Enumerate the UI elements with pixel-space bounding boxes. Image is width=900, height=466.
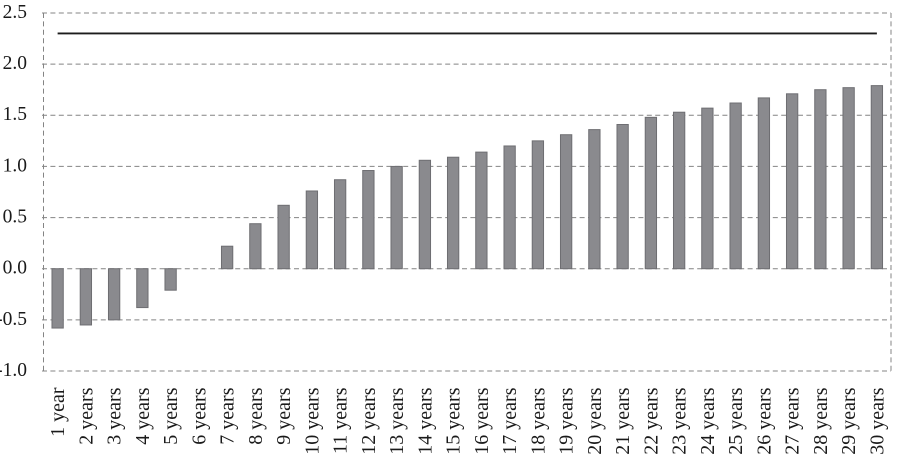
svg-text:21 years: 21 years — [612, 387, 634, 454]
svg-text:10 years: 10 years — [301, 387, 323, 454]
svg-text:19 years: 19 years — [556, 387, 578, 454]
svg-text:17 years: 17 years — [499, 387, 521, 454]
svg-text:14 years: 14 years — [414, 387, 436, 454]
svg-text:16 years: 16 years — [471, 387, 493, 454]
svg-text:23 years: 23 years — [669, 387, 691, 454]
svg-text:0.0: 0.0 — [3, 258, 27, 279]
svg-text:2.5: 2.5 — [3, 2, 27, 23]
svg-text:6 years: 6 years — [188, 387, 210, 444]
svg-text:7 years: 7 years — [217, 387, 239, 444]
svg-text:28 years: 28 years — [810, 387, 832, 454]
svg-text:12 years: 12 years — [358, 387, 380, 454]
svg-text:29 years: 29 years — [838, 387, 860, 454]
svg-text:26 years: 26 years — [753, 387, 775, 454]
svg-text:18 years: 18 years — [527, 387, 549, 454]
svg-text:20 years: 20 years — [584, 387, 606, 454]
svg-text:9 years: 9 years — [273, 387, 295, 444]
svg-text:13 years: 13 years — [386, 387, 408, 454]
svg-text:8 years: 8 years — [245, 387, 267, 444]
svg-text:11 years: 11 years — [330, 387, 352, 454]
svg-text:2 years: 2 years — [75, 387, 97, 444]
svg-text:1.5: 1.5 — [3, 104, 27, 125]
svg-text:-1.0: -1.0 — [0, 360, 27, 381]
svg-text:27 years: 27 years — [782, 387, 804, 454]
svg-text:5 years: 5 years — [160, 387, 182, 444]
svg-text:3 years: 3 years — [104, 387, 126, 444]
svg-text:24 years: 24 years — [697, 387, 719, 454]
svg-text:1.0: 1.0 — [3, 155, 27, 176]
svg-text:0.5: 0.5 — [3, 206, 27, 227]
svg-text:1 year: 1 year — [47, 387, 69, 437]
svg-text:25 years: 25 years — [725, 387, 747, 454]
svg-text:-0.5: -0.5 — [0, 309, 27, 330]
svg-text:22 years: 22 years — [640, 387, 662, 454]
svg-text:30 years: 30 years — [866, 387, 888, 454]
svg-text:2.0: 2.0 — [3, 53, 27, 74]
svg-text:15 years: 15 years — [443, 387, 465, 454]
svg-text:4 years: 4 years — [132, 387, 154, 444]
